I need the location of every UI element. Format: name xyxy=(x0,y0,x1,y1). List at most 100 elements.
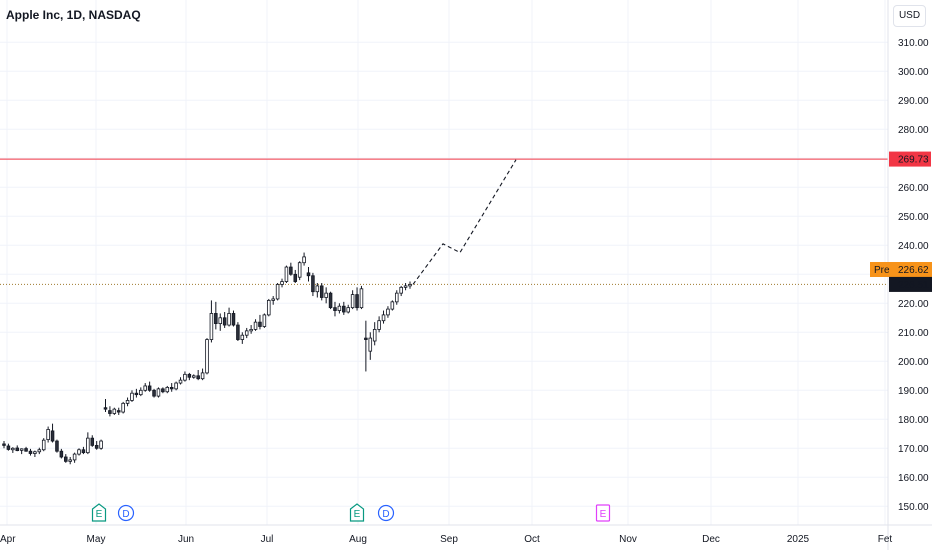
x-tick-label: Dec xyxy=(702,534,720,545)
candle-body xyxy=(152,389,156,397)
candle-body xyxy=(342,305,346,313)
earnings-marker[interactable]: E xyxy=(91,503,107,522)
x-tick-label: Aug xyxy=(349,534,367,545)
y-tick-label: 180.00 xyxy=(898,415,929,426)
candle-body xyxy=(306,272,311,277)
pre-market-label: Pre xyxy=(874,265,890,276)
candle-body xyxy=(169,386,174,390)
candle-body xyxy=(143,385,147,391)
candle-body xyxy=(218,317,223,324)
candle-body xyxy=(200,372,205,380)
pre-market-price: 226.62 xyxy=(898,265,929,276)
candle-body xyxy=(214,313,218,325)
candle-body xyxy=(381,314,386,322)
x-tick-label: Jul xyxy=(261,534,274,545)
candle-body xyxy=(244,330,249,336)
y-tick-label: 220.00 xyxy=(898,299,929,310)
candle-body xyxy=(121,402,125,413)
candle-body xyxy=(297,262,302,278)
symbol-title[interactable]: Apple Inc, 1D, NASDAQ xyxy=(6,8,141,22)
earnings-marker[interactable]: E xyxy=(349,503,365,522)
pre-market-price-tag xyxy=(891,262,932,277)
x-tick-label: Jun xyxy=(178,534,194,545)
candle-body xyxy=(271,298,275,301)
candle-body xyxy=(178,379,183,384)
event-marker-letter: E xyxy=(354,509,361,520)
candle-body xyxy=(46,429,50,441)
chart-grid xyxy=(0,0,888,525)
candle-body xyxy=(174,382,178,390)
candle-body xyxy=(311,275,315,293)
candle-body xyxy=(222,317,227,326)
candle-body xyxy=(240,334,245,340)
candle-body xyxy=(267,299,271,316)
candle-body xyxy=(2,443,6,446)
event-marker-letter: E xyxy=(96,509,103,520)
candle-body xyxy=(130,392,134,401)
candle-body xyxy=(64,456,68,462)
earnings-marker-shape xyxy=(595,504,611,522)
x-axis[interactable]: Apr May Jun Jul Aug Sep Oct Nov Dec 2025 Fet xyxy=(0,524,932,545)
candle-body xyxy=(315,285,320,293)
y-axis[interactable]: 150.00 160.00 170.00 180.00 190.00 200.00 210.… xyxy=(887,0,929,550)
dividend-marker-shape xyxy=(117,504,135,522)
candle-body xyxy=(134,392,139,396)
candle-body xyxy=(19,448,24,451)
candle-body xyxy=(108,410,112,414)
candle-body xyxy=(337,305,342,311)
y-tick-label: 300.00 xyxy=(898,67,929,78)
candle-body xyxy=(147,385,152,391)
candle-body xyxy=(41,439,46,451)
candle-body xyxy=(50,430,55,442)
candle-body xyxy=(231,313,236,326)
pre-market-tag xyxy=(870,262,891,277)
candle-body xyxy=(408,284,412,287)
x-tick-label: Oct xyxy=(524,534,540,545)
candle-body xyxy=(68,459,72,462)
candle-body xyxy=(37,449,42,453)
dividend-marker[interactable]: D xyxy=(117,504,135,522)
candle-body xyxy=(333,307,337,311)
candle-body xyxy=(116,410,121,413)
candle-body xyxy=(28,450,33,454)
candle-body xyxy=(72,453,77,461)
candle-body xyxy=(191,375,196,378)
target-price-tag xyxy=(889,151,931,167)
candle-body xyxy=(399,286,403,294)
candle-body xyxy=(253,321,258,330)
target-price-label: 269.73 xyxy=(898,155,929,166)
x-tick-label: Nov xyxy=(619,534,637,545)
candle-body xyxy=(359,288,364,309)
dividend-marker[interactable]: D xyxy=(377,504,395,522)
candle-body xyxy=(372,328,377,342)
y-tick-label: 160.00 xyxy=(898,473,929,484)
y-tick-label: 190.00 xyxy=(898,386,929,397)
candle-body xyxy=(139,389,143,396)
x-tick-label: Sep xyxy=(440,534,458,545)
candle-body xyxy=(394,292,399,303)
candle-body xyxy=(183,373,187,381)
candle-body xyxy=(103,407,108,410)
candle-body xyxy=(15,447,20,452)
event-marker-letter: E xyxy=(600,509,607,520)
price-lines xyxy=(0,158,888,285)
candle-body xyxy=(249,328,253,332)
y-tick-label: 290.00 xyxy=(898,96,929,107)
candle-body xyxy=(403,285,408,288)
candle-body xyxy=(59,450,64,458)
y-tick-label: 150.00 xyxy=(898,502,929,513)
candle-body xyxy=(236,324,240,340)
candle-body xyxy=(364,337,368,340)
currency-button[interactable]: USD xyxy=(893,5,926,27)
candle-body xyxy=(11,447,15,451)
x-tick-label: Fet xyxy=(878,534,893,545)
candle-body xyxy=(99,440,103,449)
last-price-label: 226.51 xyxy=(898,280,929,291)
projection-line[interactable] xyxy=(412,159,517,285)
projection-path[interactable] xyxy=(412,159,517,285)
earnings-marker[interactable]: E xyxy=(595,504,611,522)
candle-body xyxy=(227,313,231,326)
candle-body xyxy=(6,445,11,450)
